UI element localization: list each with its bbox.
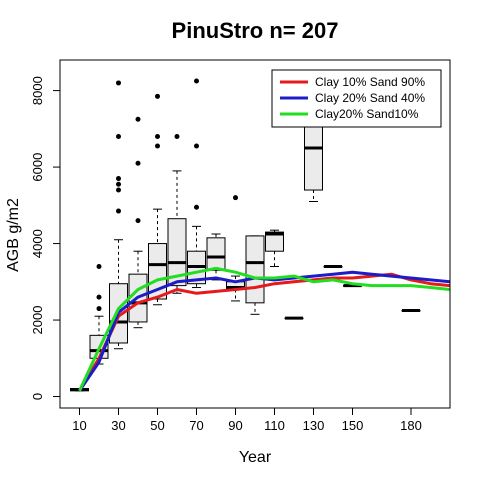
legend-label-clay10-sand90: Clay 10% Sand 90%	[315, 75, 425, 89]
outlier-point	[194, 143, 199, 149]
outlier-point	[194, 204, 199, 210]
legend-label-clay20-sand10: Clay20% Sand10%	[315, 107, 419, 121]
x-tick-label-70: 70	[189, 418, 203, 433]
x-tick-label-180: 180	[400, 418, 422, 433]
x-tick-label-130: 130	[303, 418, 325, 433]
box	[148, 243, 167, 300]
box	[167, 218, 187, 287]
boxplot-70	[187, 78, 206, 289]
outlier-point	[135, 160, 141, 166]
box	[265, 231, 284, 252]
outlier-point	[155, 133, 160, 139]
y-tick-label-6000: 6000	[30, 153, 45, 182]
outlier-point	[174, 133, 180, 139]
outlier-point	[116, 80, 121, 86]
outlier-point	[116, 187, 121, 193]
box	[206, 237, 226, 271]
outlier-point	[96, 294, 102, 300]
boxplot-180	[401, 308, 421, 312]
outlier-point	[116, 176, 121, 182]
outlier-point	[96, 306, 102, 312]
boxplot-140	[323, 265, 343, 269]
box	[245, 235, 265, 304]
boxplot-110	[265, 229, 284, 268]
boxplot-50	[148, 93, 167, 306]
x-axis: 10 30 50 70 90 110 130 150 180	[72, 408, 422, 433]
x-tick-label-50: 50	[150, 418, 164, 433]
x-axis-label: Year	[239, 449, 272, 466]
y-tick-label-0: 0	[30, 393, 45, 400]
y-axis: 0 2000 4000 6000 8000	[30, 76, 60, 400]
outlier-point	[194, 78, 199, 84]
x-tick-label-90: 90	[228, 418, 242, 433]
outlier-point	[135, 218, 141, 224]
x-tick-label-30: 30	[111, 418, 125, 433]
outlier-point	[135, 116, 141, 122]
series-line-1	[78, 270, 450, 392]
outlier-point	[233, 195, 238, 201]
y-axis-label: AGB g/m2	[5, 198, 22, 272]
series-line-2	[78, 266, 450, 392]
legend-label-clay20-sand40: Clay 20% Sand 40%	[315, 91, 425, 105]
x-tick-label-10: 10	[72, 418, 86, 433]
boxplot-90	[226, 195, 245, 302]
outlier-point	[116, 208, 121, 214]
outlier-point	[96, 264, 102, 270]
boxplot-60	[167, 133, 187, 294]
outlier-point	[155, 143, 160, 149]
plot-frame	[59, 59, 451, 409]
chart-title: PinuStro n= 207	[172, 18, 339, 43]
boxplot-120	[284, 316, 304, 320]
boxplot-80	[206, 233, 226, 281]
legend: Clay 10% Sand 90% Clay 20% Sand 40% Clay…	[271, 69, 442, 128]
outlier-point	[155, 93, 160, 99]
series-lines	[78, 266, 450, 392]
y-tick-label-2000: 2000	[30, 306, 45, 335]
x-tick-label-110: 110	[264, 418, 285, 433]
x-tick-label-150: 150	[342, 418, 364, 433]
outlier-point	[116, 133, 121, 139]
y-tick-label-8000: 8000	[30, 76, 45, 105]
outlier-point	[116, 181, 121, 187]
y-tick-label-4000: 4000	[30, 229, 45, 258]
